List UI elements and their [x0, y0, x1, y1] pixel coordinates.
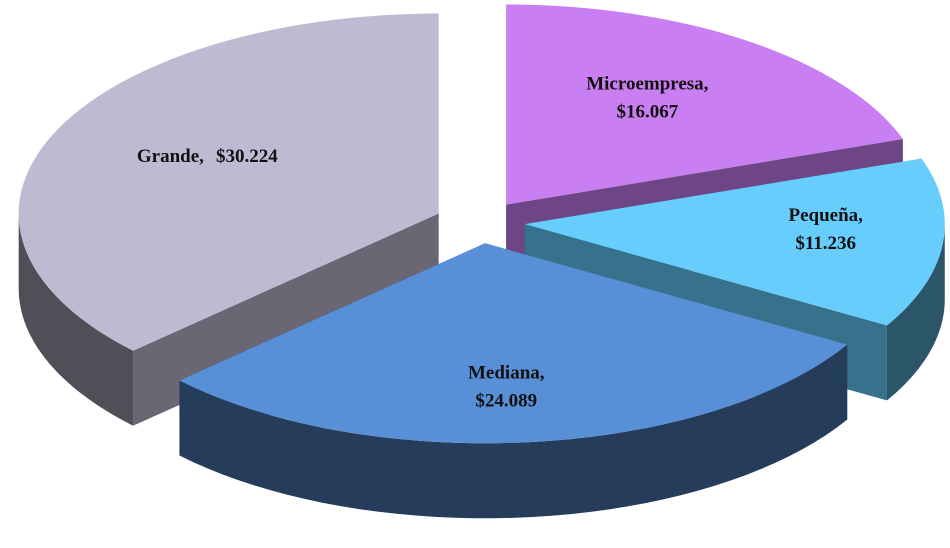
category-label: Microempresa, [586, 74, 708, 95]
slice-top [18, 13, 439, 351]
data-label: Grande, $30.224 [137, 146, 278, 167]
value-label: $11.236 [795, 233, 856, 254]
category-label: Mediana, [468, 362, 545, 383]
category-label: Grande, [137, 146, 204, 167]
slice-side [886, 224, 945, 401]
category-label: Pequeña, [788, 205, 863, 226]
data-label: Mediana, $24.089 [468, 362, 545, 411]
slice-top [524, 158, 945, 326]
slice-top [179, 243, 848, 444]
slice-top [506, 4, 903, 205]
data-label: Microempresa, $16.067 [586, 74, 708, 123]
value-label: $16.067 [616, 102, 678, 123]
data-label: Pequeña, $11.236 [788, 205, 863, 254]
slice-side [18, 213, 134, 426]
value-label: $24.089 [475, 390, 537, 411]
value-label: $30.224 [216, 146, 278, 167]
slice [179, 243, 848, 519]
slice-side [179, 344, 848, 519]
